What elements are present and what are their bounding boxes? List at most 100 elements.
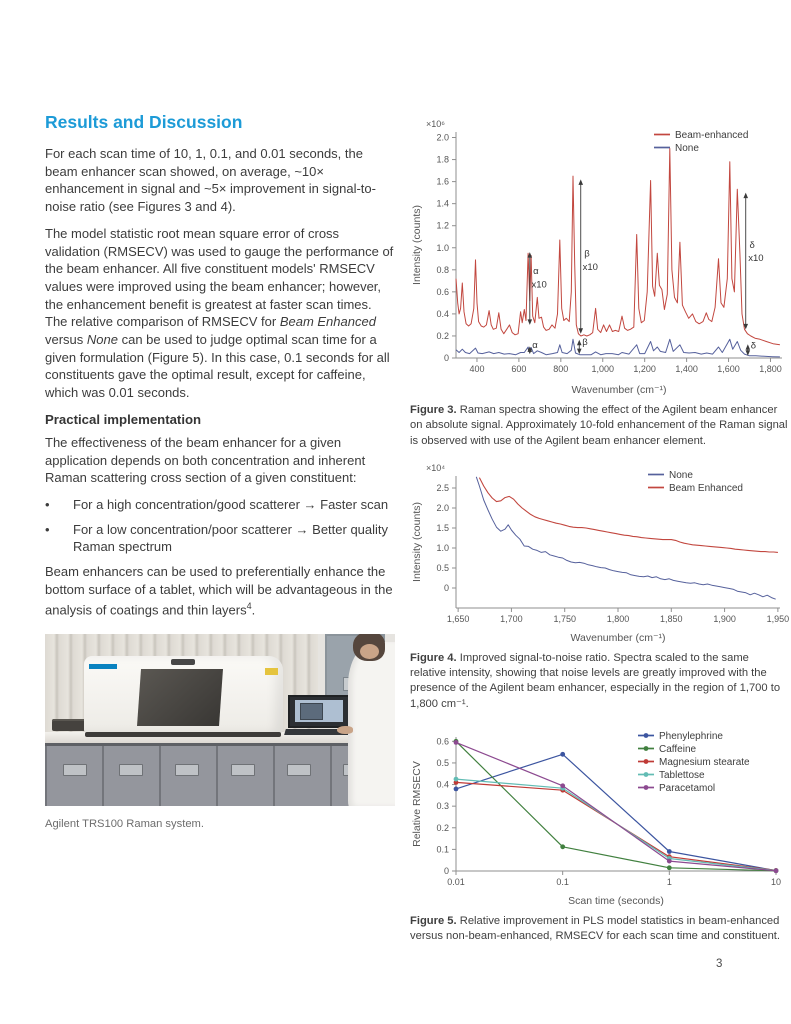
svg-text:800: 800 [553, 364, 568, 374]
svg-text:1,700: 1,700 [500, 614, 523, 624]
svg-text:δ: δ [750, 240, 755, 251]
svg-text:0.6: 0.6 [436, 287, 449, 297]
page-number: 3 [716, 958, 723, 970]
svg-text:β: β [582, 337, 588, 348]
photo-scientist [347, 642, 395, 806]
svg-text:0.5: 0.5 [436, 758, 449, 768]
svg-text:1.2: 1.2 [436, 221, 449, 231]
svg-text:1,900: 1,900 [713, 614, 736, 624]
svg-text:Beam Enhanced: Beam Enhanced [669, 483, 743, 494]
svg-text:Caffeine: Caffeine [659, 744, 697, 755]
svg-text:0.4: 0.4 [436, 780, 449, 790]
svg-text:1.0: 1.0 [436, 243, 449, 253]
bullet-item-1: • For a high concentration/good scattere… [45, 496, 397, 514]
svg-text:1,850: 1,850 [660, 614, 683, 624]
photo-drawer-handle [174, 764, 200, 776]
svg-text:1.5: 1.5 [436, 523, 449, 533]
photo-scientist-face [360, 643, 380, 660]
svg-text:Intensity (counts): Intensity (counts) [411, 205, 423, 285]
svg-text:None: None [669, 470, 693, 481]
svg-text:1,400: 1,400 [675, 364, 698, 374]
photo-scientist-hand [337, 726, 353, 735]
svg-text:0.6: 0.6 [436, 736, 449, 746]
svg-text:x10: x10 [583, 262, 598, 273]
photo-instrument-door [137, 669, 224, 727]
svg-text:Intensity (counts): Intensity (counts) [411, 502, 423, 582]
photo-sample-tray [52, 718, 91, 731]
photo-drawer-handle [230, 764, 256, 776]
right-column: 400 600 800 1,000 1,200 1,400 1,600 1,800 0 0.2 0.… [410, 112, 790, 958]
svg-text:Beam-enhanced: Beam-enhanced [675, 130, 748, 141]
svg-text:Wavenumber (cm⁻¹): Wavenumber (cm⁻¹) [572, 384, 667, 396]
svg-text:0.3: 0.3 [436, 801, 449, 811]
svg-text:0.2: 0.2 [436, 331, 449, 341]
svg-text:Relative RMSECV: Relative RMSECV [411, 761, 423, 847]
svg-text:×10⁶: ×10⁶ [426, 119, 445, 129]
svg-text:Wavenumber (cm⁻¹): Wavenumber (cm⁻¹) [571, 632, 666, 644]
lab-photo [45, 633, 395, 806]
svg-text:Tablettose: Tablettose [659, 770, 705, 781]
svg-text:1,600: 1,600 [717, 364, 740, 374]
figure4-caption: Figure 4. Improved signal-to-noise ratio… [410, 651, 781, 710]
svg-text:1,800: 1,800 [607, 614, 630, 624]
svg-text:0.4: 0.4 [436, 309, 449, 319]
svg-text:1.0: 1.0 [436, 543, 449, 553]
svg-text:None: None [675, 143, 699, 154]
svg-text:0.5: 0.5 [436, 563, 449, 573]
figure3-caption: Figure 3. Raman spectra showing the effe… [410, 404, 788, 447]
photo-laptop-software [294, 700, 343, 722]
left-column: Results and Discussion For each scan tim… [45, 112, 397, 830]
svg-text:0.8: 0.8 [436, 265, 449, 275]
svg-text:2.5: 2.5 [436, 483, 449, 493]
bullet-text: For a low concentration/poor scatterer →… [73, 521, 389, 555]
svg-text:2.0: 2.0 [436, 503, 449, 513]
svg-text:400: 400 [469, 364, 484, 374]
svg-text:Scan time (seconds): Scan time (seconds) [568, 895, 664, 907]
svg-text:0.01: 0.01 [447, 877, 465, 887]
svg-text:0: 0 [444, 353, 449, 363]
svg-text:β: β [584, 249, 590, 260]
photo-instrument-base [85, 731, 281, 738]
bullet-marker: • [45, 521, 50, 537]
svg-text:2.0: 2.0 [436, 133, 449, 143]
paragraph-3: The effectiveness of the beam enhancer f… [45, 434, 366, 486]
svg-text:0.1: 0.1 [556, 877, 569, 887]
svg-text:1,800: 1,800 [759, 364, 782, 374]
figure5-caption: Figure 5. Relative improvement in PLS mo… [410, 915, 781, 943]
bullet-item-2: • For a low concentration/poor scatterer… [45, 521, 397, 556]
paragraph-4: Beam enhancers can be used to preferenti… [45, 564, 393, 618]
photo-drawer-handle [62, 764, 88, 776]
photo-agilent-logo [89, 663, 118, 669]
svg-text:α: α [533, 266, 539, 277]
photo-laptop-screen [288, 695, 350, 729]
bullet-marker: • [45, 496, 50, 512]
svg-text:1,750: 1,750 [553, 614, 576, 624]
paragraph-2: The model statistic root mean square err… [45, 225, 394, 401]
photo-under-bench-cabinets [45, 742, 395, 806]
svg-text:1.6: 1.6 [436, 177, 449, 187]
bullet-text: For a high concentration/good scatterer … [73, 496, 389, 512]
photo-warning-label [265, 668, 279, 676]
svg-text:×10⁴: ×10⁴ [426, 463, 445, 473]
svg-text:1.4: 1.4 [436, 199, 449, 209]
photo-laptop [284, 695, 354, 735]
svg-text:0: 0 [444, 583, 449, 593]
photo-caption: Agilent TRS100 Raman system. [45, 817, 204, 830]
svg-text:1,200: 1,200 [633, 364, 656, 374]
svg-text:Magnesium stearate: Magnesium stearate [659, 757, 750, 768]
svg-text:0.1: 0.1 [436, 844, 449, 854]
svg-text:δ: δ [751, 341, 756, 352]
svg-text:10: 10 [771, 877, 781, 887]
svg-text:1,950: 1,950 [767, 614, 790, 624]
figure4-signal-noise-chart: 1,650 1,700 1,750 1,800 1,850 1,900 1,950 0 0.5 1… [411, 463, 790, 644]
section-title: Results and Discussion [45, 112, 243, 132]
svg-text:α: α [532, 340, 538, 351]
figure5-rmsecv-chart: 0.01 0.1 1 10 0 0.1 0.2 0.3 0.4 0.5 0.6 Scan time (… [411, 731, 781, 907]
svg-text:Paracetamol: Paracetamol [659, 783, 715, 794]
svg-text:600: 600 [511, 364, 526, 374]
svg-text:1: 1 [667, 877, 672, 887]
photo-trs100-instrument [83, 655, 283, 738]
svg-text:0.2: 0.2 [436, 823, 449, 833]
photo-instrument-handle [171, 658, 196, 666]
